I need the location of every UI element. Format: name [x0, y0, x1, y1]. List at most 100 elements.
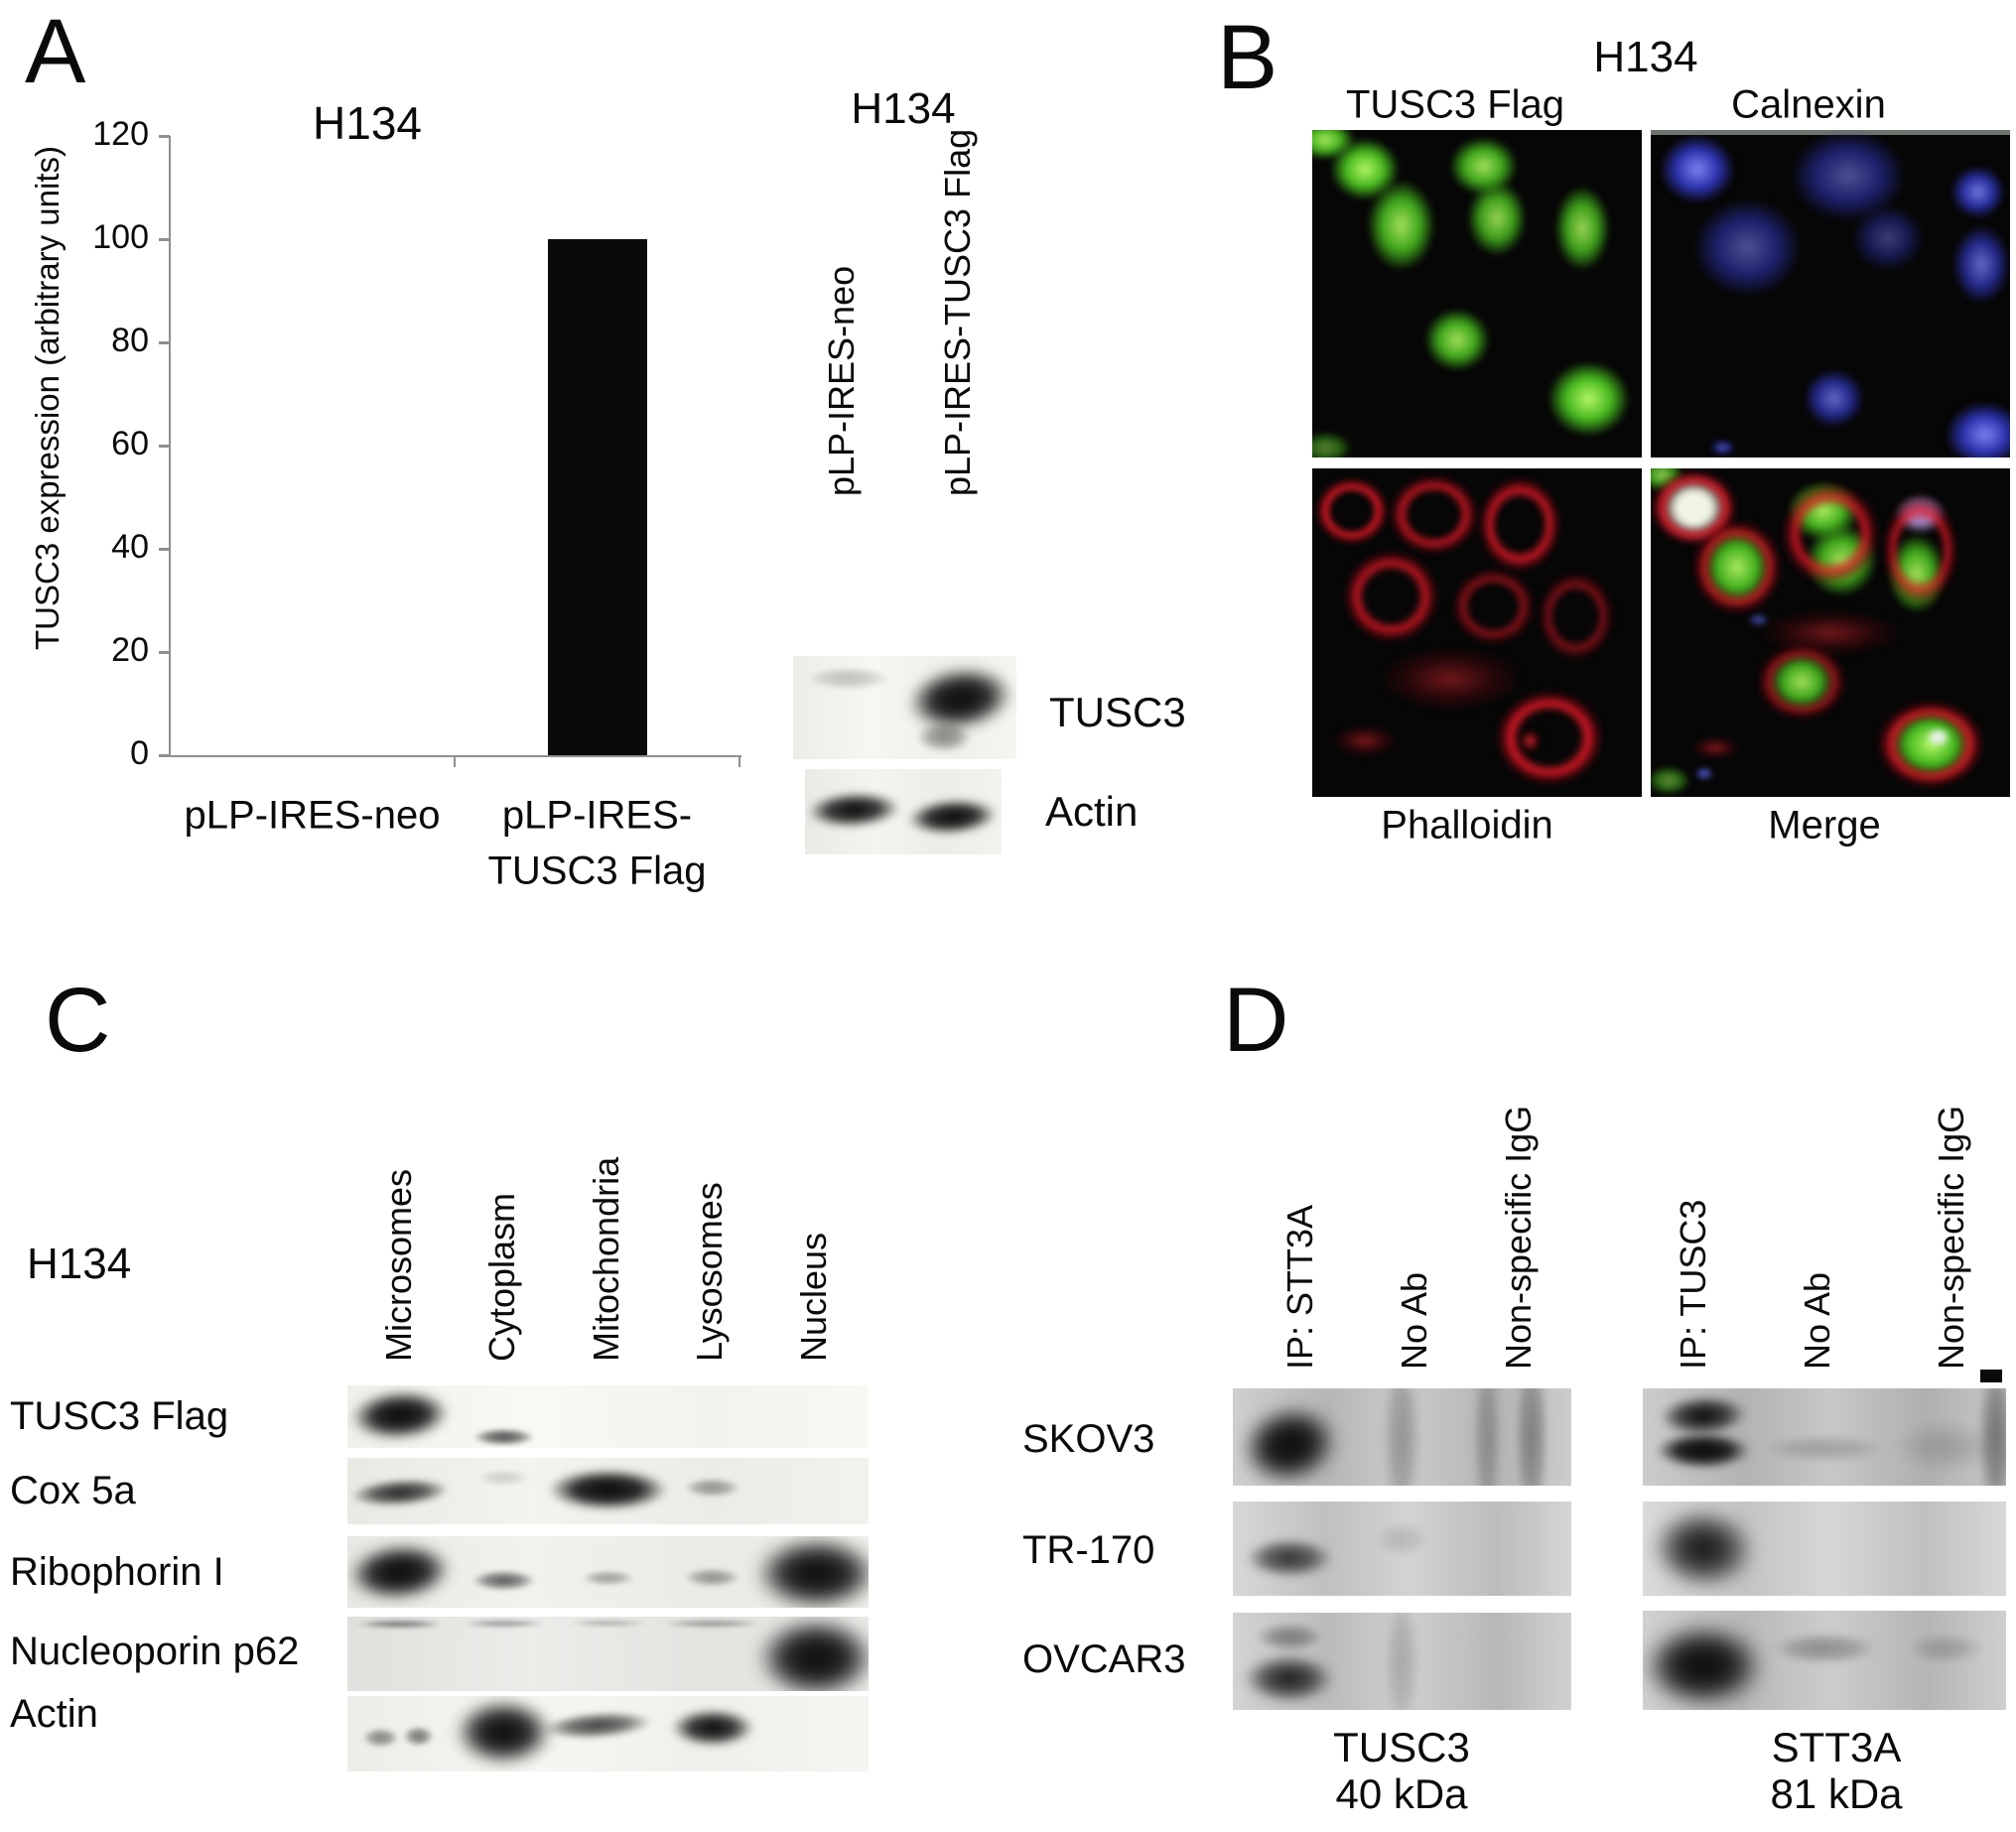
y-tick-label: 40	[111, 528, 149, 567]
cell-blob	[1689, 735, 1741, 759]
y-tick-label: 120	[92, 115, 149, 154]
cell-line-label-h134: H134	[27, 1240, 132, 1288]
row-label-tusc3-flag: TUSC3 Flag	[10, 1394, 229, 1438]
blot-a-title: H134	[851, 84, 956, 133]
blot-strip-d-right-0	[1643, 1388, 2006, 1486]
blot-strip-d-right-1	[1643, 1502, 2006, 1596]
ip-lane-label-stt3a: IP: STT3A	[1279, 1204, 1320, 1370]
y-tick-label: 0	[130, 734, 149, 773]
y-tick	[159, 650, 170, 654]
blot-strip-d-left-1	[1233, 1502, 1571, 1596]
blot-strip-d-left-2	[1233, 1613, 1571, 1710]
protein-band	[1897, 1422, 1994, 1472]
blot-strip-d-left-0	[1233, 1388, 1571, 1486]
protein-band	[915, 720, 972, 752]
ip-lane-label-igg-right: Non-specific IgG	[1931, 1105, 1971, 1370]
artifact-mark	[1980, 1370, 2002, 1382]
protein-band	[582, 1569, 634, 1586]
row-label-tr170: TR-170	[1022, 1528, 1155, 1572]
cell-blob	[1709, 439, 1736, 457]
blot-strip-c-4	[347, 1696, 869, 1771]
cell-blob	[1791, 130, 1906, 222]
image-label-phalloidin: Phalloidin	[1381, 803, 1553, 848]
row-label-skov3: SKOV3	[1022, 1417, 1155, 1461]
protein-band	[683, 1568, 741, 1588]
protein-band	[1244, 1654, 1335, 1704]
row-label-nucleoporin: Nucleoporin p62	[10, 1630, 300, 1673]
cell-blob	[1950, 166, 2005, 219]
blot-strip-c-1	[347, 1458, 869, 1524]
protein-band	[807, 667, 891, 691]
cell-blob	[1754, 642, 1849, 721]
cell-blob	[1660, 134, 1736, 204]
protein-band	[756, 1617, 869, 1691]
panel-letter-c: C	[45, 970, 111, 1071]
cell-blob	[1803, 368, 1865, 429]
protein-label-tusc3: TUSC3	[1049, 689, 1186, 735]
protein-band	[1643, 1623, 1764, 1708]
protein-band	[402, 1725, 435, 1747]
cell-blob	[1695, 767, 1714, 781]
panel-letter-a: A	[25, 1, 86, 102]
cell-blob	[1388, 472, 1481, 556]
image-label-merge: Merge	[1768, 803, 1881, 848]
cell-blob	[1758, 609, 1903, 656]
protein-band	[362, 1727, 399, 1748]
row-label-ribophorin: Ribophorin I	[10, 1550, 224, 1594]
protein-band	[470, 1569, 537, 1592]
panel-b-title: H134	[1593, 33, 1698, 81]
fluorescence-image-phalloidin	[1312, 468, 1642, 797]
cell-blob	[1925, 727, 1951, 748]
y-tick-label: 60	[111, 425, 149, 463]
protein-band	[1385, 1613, 1419, 1710]
y-tick-label: 100	[92, 218, 149, 257]
cell-blob	[1747, 612, 1770, 626]
blot-strip-c-3	[347, 1617, 869, 1691]
row-label-ovcar3: OVCAR3	[1022, 1637, 1186, 1681]
protein-band	[1909, 1634, 1982, 1663]
protein-band	[1384, 1388, 1420, 1486]
protein-band	[569, 1620, 647, 1628]
protein-band	[462, 1620, 546, 1628]
protein-band	[454, 1699, 554, 1766]
cell-blob	[1477, 474, 1563, 574]
y-tick	[159, 547, 170, 551]
target-label-stt3a: STT3A	[1771, 1724, 1902, 1770]
y-tick	[159, 134, 170, 138]
y-tick-label: 20	[111, 631, 149, 670]
y-tick	[159, 340, 170, 344]
blot-strip-c-0	[347, 1385, 869, 1448]
protein-band	[1656, 1432, 1751, 1470]
protein-band	[354, 1620, 445, 1629]
blot-strip-d-right-2	[1643, 1611, 2006, 1710]
mw-label-81kda: 81 kDa	[1770, 1770, 1903, 1817]
protein-band	[670, 1708, 754, 1747]
protein-band	[1773, 1633, 1876, 1664]
panel-letter-d: D	[1223, 970, 1289, 1071]
blot-strip-c-2	[347, 1536, 869, 1608]
protein-band	[753, 1536, 869, 1608]
protein-band	[662, 1620, 762, 1628]
protein-band	[1515, 1388, 1549, 1486]
cell-blob	[1952, 224, 2010, 304]
bar	[547, 239, 647, 755]
row-label-actin: Actin	[10, 1692, 98, 1736]
cell-blob	[1467, 181, 1527, 257]
y-tick-label: 80	[111, 322, 149, 360]
ip-lane-label-noab-right: No Ab	[1797, 1271, 1837, 1370]
ip-lane-label-tusc3: IP: TUSC3	[1673, 1199, 1713, 1370]
cell-blob	[1313, 476, 1391, 546]
x-category-label: TUSC3 Flag	[487, 849, 707, 893]
cell-blob	[1554, 186, 1611, 271]
protein-band	[548, 1469, 668, 1510]
ip-lane-label-noab-left: No Ab	[1394, 1271, 1434, 1370]
cell-blob	[1331, 724, 1399, 758]
protein-band	[1245, 1538, 1334, 1578]
cell-blob	[1880, 494, 1960, 606]
protein-band	[1472, 1388, 1501, 1486]
protein-band	[1255, 1622, 1323, 1652]
image-label-calnexin: Calnexin	[1731, 82, 1886, 127]
